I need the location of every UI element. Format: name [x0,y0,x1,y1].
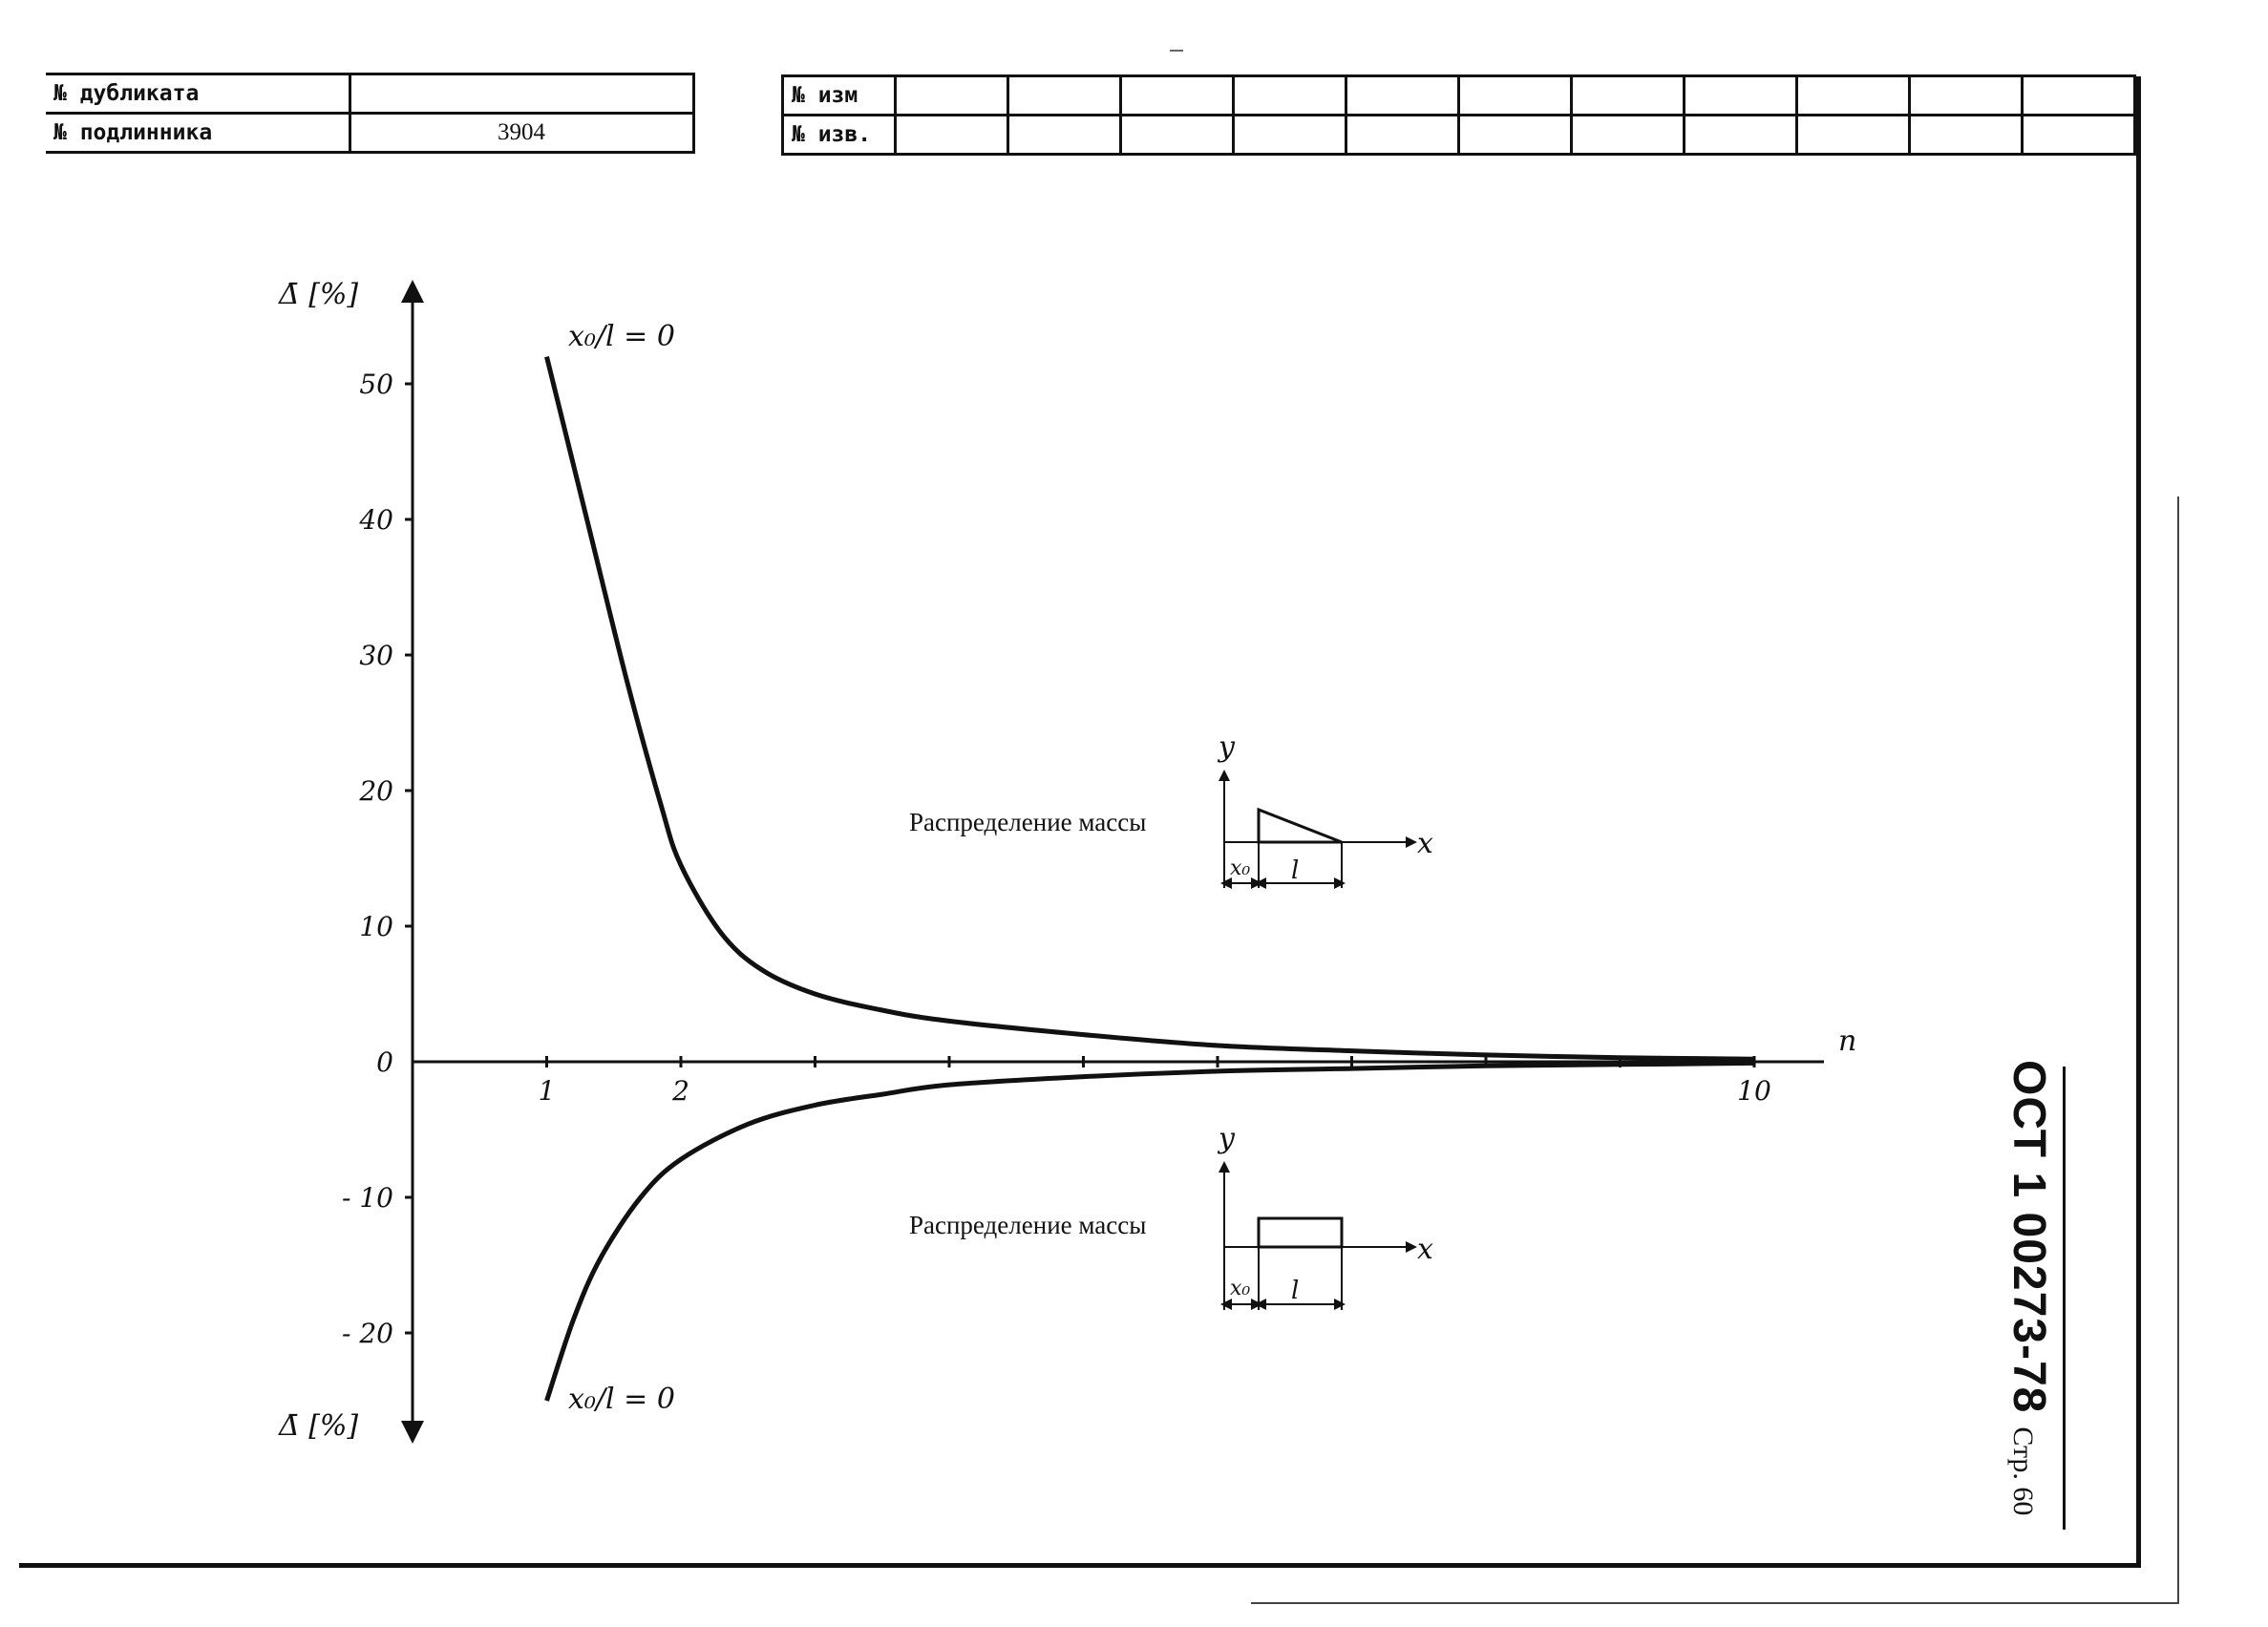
revision-cell [1232,114,1347,156]
revision-cell [1795,74,1911,116]
revision-cell [1232,74,1347,116]
original-value: 3904 [348,112,695,154]
notice-label: № изв. [781,114,897,156]
outer-bottom-line [1251,1602,2179,1604]
y-tick-label: 10 [359,911,393,942]
y-axis-label-bottom: Δ̄ [%] [278,1409,358,1443]
revision-cell [1119,114,1235,156]
original-label: № подлинника [46,112,351,154]
revision-cell [2021,74,2136,116]
inset-triangular: Распределение массы y x x₀ l [909,730,1433,889]
revision-cell [1007,114,1122,156]
inset-rectangular-y-label: y [1217,1122,1236,1155]
x-tick-label: 10 [1737,1075,1771,1107]
inset-triangular-y-label: y [1217,730,1236,764]
y-tick-label: - 20 [342,1318,393,1349]
inset-rectangular-x0-label: x₀ [1230,1277,1250,1300]
y-axis-label-top: Δ̄ [%] [278,278,358,311]
y-tick-label: 20 [358,775,393,807]
upper-curve-annotation: x₀/l = 0 [568,320,675,353]
y-tick-label: 50 [359,369,393,400]
frame-right-border [2136,76,2141,1568]
top-mark [1170,50,1183,52]
duplicate-original-table: № дубликата № подлинника 3904 [46,73,695,154]
inset-rectangular: Распределение массы y x x₀ l [909,1122,1433,1310]
change-label: № изм [781,74,897,116]
notice-row: № изв. [781,114,2136,156]
y-tick-label: 40 [358,504,393,536]
inset-triangular-x0-label: x₀ [1230,856,1250,880]
y-tick-label: 30 [359,640,393,671]
lower-curve-annotation: x₀/l = 0 [568,1383,675,1416]
page-number: Стр. 60 [2007,1426,2039,1516]
revision-cell [1795,114,1911,156]
inset-rectangular-shape [1257,1216,1344,1249]
revision-cell [1683,114,1798,156]
revision-cell [1345,114,1460,156]
change-row: № изм [781,74,2136,116]
document-number-underline [2063,1067,2066,1530]
inset-triangular-x-label: x [1417,827,1433,860]
y-tick-label: - 10 [342,1182,393,1214]
document-number: ОСТ 1 00273-78 Стр. 60 [2003,1060,2055,1515]
duplicate-row: № дубликата [46,73,695,115]
document-code: ОСТ 1 00273-78 [2003,1060,2054,1414]
x-axis-label: n [1838,1025,1856,1058]
revision-cell [1908,114,2024,156]
series-lower-curve [544,1060,1755,1402]
inset-triangular-shape [1257,807,1343,844]
series-upper-curve [544,356,1755,1062]
revision-table: № изм № изв. [781,74,2136,156]
revision-cell [1007,74,1122,116]
inset-rectangular-x-label: x [1417,1233,1433,1266]
revision-cell [1683,74,1798,116]
revision-cell [1570,74,1685,116]
inset-rectangular-caption: Распределение массы [909,1211,1146,1239]
revision-cell [1457,114,1573,156]
outer-right-line [2177,497,2179,1604]
revision-cell [1345,74,1460,116]
x-tick-label: 1 [539,1075,556,1107]
revision-cell [1119,74,1235,116]
y-tick-label: 0 [376,1046,393,1078]
revision-cell [894,114,1009,156]
revision-cell [1570,114,1685,156]
original-row: № подлинника 3904 [46,112,695,154]
duplicate-label: № дубликата [46,73,351,115]
revision-cell [894,74,1009,116]
frame-bottom-border [19,1563,2141,1568]
x-ticks: 1 2 10 [539,1056,1771,1107]
duplicate-value [348,73,695,115]
y-ticks: 50 40 30 20 10 0 - 10 - 20 [342,369,413,1349]
inset-triangular-l-label: l [1291,856,1299,885]
revision-cell [1457,74,1573,116]
inset-triangular-caption: Распределение массы [909,808,1146,836]
inset-rectangular-l-label: l [1291,1277,1299,1305]
revision-cell [1908,74,2024,116]
revision-cell [2021,114,2136,156]
x-tick-label: 2 [671,1075,689,1107]
